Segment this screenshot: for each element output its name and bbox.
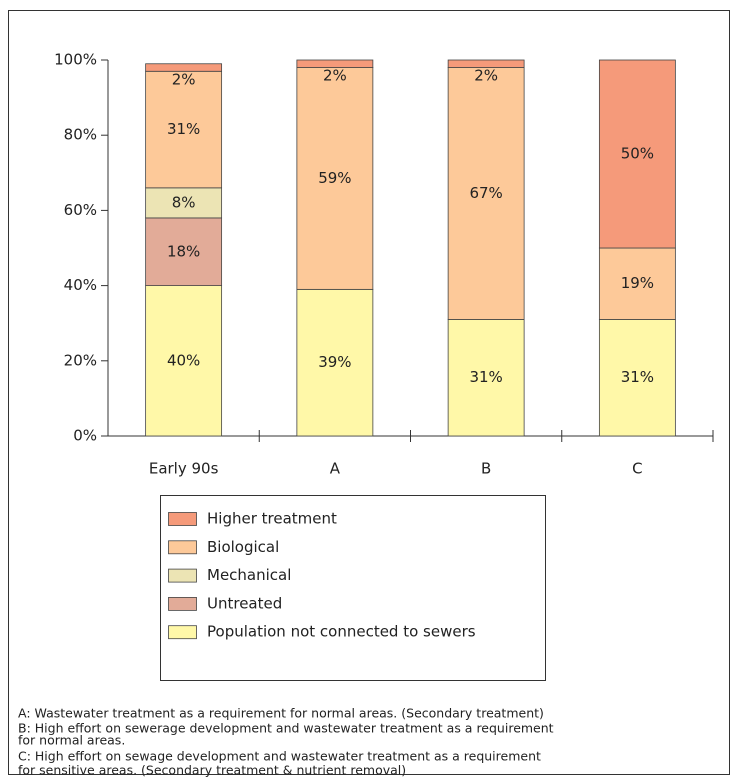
bar-segment [145,187,223,219]
bar-segment [598,59,676,249]
bar-segment [296,288,374,437]
x-tick-label: Early 90s [149,460,219,478]
x-tick-label: C [632,460,642,478]
value-label: 18% [167,242,200,260]
bar-segment [447,67,525,320]
bar-segment [145,70,223,189]
bar-segment [145,63,223,72]
value-label: 19% [621,274,654,292]
value-label: 2% [172,70,196,88]
value-label: 67% [469,184,502,202]
legend-label: Mechanical [207,566,291,584]
y-tick-label: 20% [64,351,97,369]
value-label: 59% [318,169,351,187]
x-tick-label: A [330,460,341,478]
value-label: 31% [621,368,654,386]
footnote: for normal areas. [18,733,125,748]
y-tick-label: 0% [73,427,97,445]
footnote: A: Wastewater treatment as a requirement… [18,706,544,721]
y-tick-label: 60% [64,201,97,219]
value-label: 31% [167,120,200,138]
x-tick-label: B [481,460,491,478]
value-label: 2% [323,67,347,85]
legend-swatch [168,512,197,526]
footnote: for sensitive areas. (Secondary treatmen… [18,763,406,778]
legend-label: Biological [207,538,279,556]
legend-swatch [168,568,197,583]
y-tick-label: 40% [64,276,97,294]
legend-box [160,495,546,681]
y-tick-label: 80% [64,126,97,144]
bar-segment [296,59,374,68]
footnote: B: High effort on sewerage development a… [18,721,554,736]
value-label: 31% [469,368,502,386]
bar-segment [447,319,525,437]
y-tick-label: 100% [54,51,97,69]
value-label: 40% [167,351,200,369]
value-label: 2% [474,67,498,85]
legend-swatch [168,625,197,640]
value-label: 8% [172,193,196,211]
value-label: 50% [621,145,654,163]
value-label: 39% [318,353,351,371]
bar-segment [598,319,676,437]
legend-label: Population not connected to sewers [207,623,476,641]
legend-swatch [168,597,197,611]
bar-segment [447,59,525,68]
legend-label: Higher treatment [207,510,337,528]
bar-segment [296,67,374,290]
bar-segment [598,247,676,320]
legend-swatch [168,540,197,555]
footnote: C: High effort on sewage development and… [18,749,541,764]
legend-label: Untreated [207,594,282,612]
